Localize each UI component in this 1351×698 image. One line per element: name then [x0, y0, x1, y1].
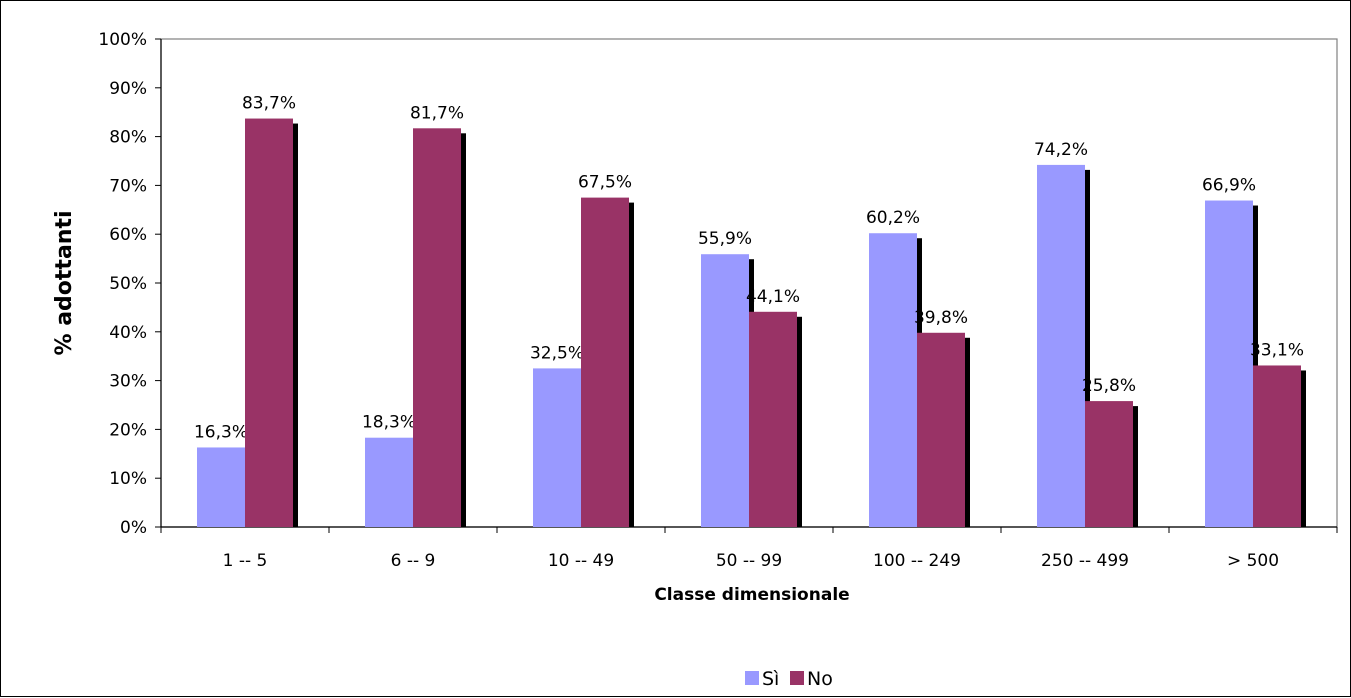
bar-si: [533, 368, 581, 527]
legend-swatch: [745, 671, 759, 685]
bar-si: [869, 233, 917, 527]
legend-item-si: Sì: [745, 668, 779, 690]
data-label: 83,7%: [242, 94, 296, 114]
x-tick-label: > 500: [1227, 551, 1279, 571]
y-tick-label: 20%: [109, 420, 147, 440]
bar-shadow: [1085, 169, 1090, 528]
data-label: 25,8%: [1082, 376, 1136, 396]
x-tick-label: 100 -- 249: [873, 551, 961, 571]
x-tick-label: 250 -- 499: [1041, 551, 1129, 571]
bar-no: [413, 128, 461, 527]
y-tick-label: 60%: [109, 225, 147, 245]
y-tick-label: 80%: [109, 128, 147, 148]
data-label: 16,3%: [194, 422, 248, 442]
bar-no: [917, 332, 965, 527]
y-tick-label: 50%: [109, 274, 147, 294]
bar-si: [1205, 200, 1253, 527]
bar-no: [1085, 401, 1133, 527]
x-tick-label: 1 -- 5: [223, 551, 268, 571]
bar-no: [749, 311, 797, 527]
legend: Sì No: [745, 668, 833, 690]
bar-no: [581, 197, 629, 527]
bar-shadow: [797, 316, 802, 527]
data-label: 18,3%: [362, 413, 416, 433]
legend-label: No: [807, 668, 833, 690]
x-axis-title: Classe dimensionale: [654, 585, 849, 605]
bar-si: [1037, 164, 1085, 528]
data-label: 39,8%: [914, 308, 968, 328]
bar-si: [197, 447, 245, 527]
data-label: 66,9%: [1202, 176, 1256, 196]
y-tick-label: 40%: [109, 323, 147, 343]
data-label: 55,9%: [698, 229, 752, 249]
x-tick-label: 50 -- 99: [716, 551, 782, 571]
data-label: 60,2%: [866, 208, 920, 228]
data-label: 81,7%: [410, 103, 464, 123]
data-label: 67,5%: [578, 173, 632, 193]
bar-shadow: [965, 337, 970, 527]
bar-shadow: [293, 123, 298, 527]
y-tick-label: 30%: [109, 372, 147, 392]
y-tick-label: 70%: [109, 176, 147, 196]
bar-si: [365, 437, 413, 527]
data-label: 33,1%: [1250, 340, 1304, 360]
legend-item-no: No: [790, 668, 833, 690]
data-label: 44,1%: [746, 287, 800, 307]
bar-si: [701, 254, 749, 527]
data-label: 32,5%: [530, 343, 584, 363]
bar-shadow: [1301, 370, 1306, 527]
x-tick-label: 6 -- 9: [391, 551, 436, 571]
y-tick-label: 0%: [120, 518, 147, 538]
x-tick-label: 10 -- 49: [548, 551, 614, 571]
bar-no: [245, 118, 293, 527]
y-tick-label: 100%: [98, 30, 147, 50]
bar-shadow: [1133, 406, 1138, 527]
y-tick-label: 90%: [109, 79, 147, 99]
bar-shadow: [629, 202, 634, 527]
legend-label: Sì: [762, 668, 779, 690]
data-label: 74,2%: [1034, 140, 1088, 160]
y-axis-title: % adottanti: [52, 210, 77, 355]
bar-shadow: [461, 133, 466, 527]
legend-swatch: [790, 671, 804, 685]
plot-area: 0% 10% 20% 30% 40% 50% 60% 70% 80% 90% 100% 16,3% 83…: [98, 30, 1338, 571]
y-tick-label: 10%: [109, 469, 147, 489]
bar-no: [1253, 365, 1301, 527]
